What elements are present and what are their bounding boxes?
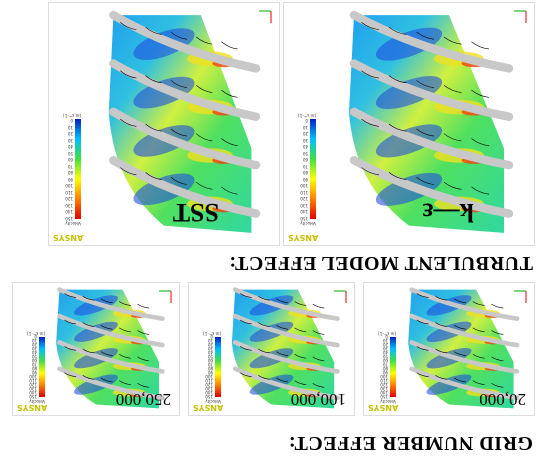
legend-tick: 70	[300, 164, 308, 168]
legend-tick: 130	[300, 203, 308, 207]
legend-tick: 90	[65, 177, 73, 181]
legend-tick: 0	[65, 118, 73, 122]
legend-tick: 10	[300, 125, 308, 129]
legend-tick: 100	[65, 183, 73, 187]
logo: ANSYS	[288, 233, 318, 242]
panel-label: 100,000	[291, 389, 346, 409]
section-title: TURBULENT MODEL EFFECT:	[229, 251, 533, 274]
legend-tick: 40	[300, 144, 308, 148]
panel-label: 250,000	[116, 389, 171, 409]
legend-tick: 150	[300, 216, 308, 220]
panel-label: k—ε	[422, 197, 474, 227]
legend-unit: [m s^-1]	[27, 331, 45, 335]
legend-bar	[390, 337, 396, 397]
legend-tick: 60	[65, 157, 73, 161]
legend-title: Velocity	[55, 221, 81, 225]
legend-tick: 20	[65, 131, 73, 135]
panel-label: 20,000	[479, 389, 526, 409]
legend-tick: 130	[65, 203, 73, 207]
legend-ticks: 1501401301201101009080706050403020100	[205, 336, 213, 398]
legend-tick: 110	[300, 190, 308, 194]
legend-unit: [m s^-1]	[203, 331, 221, 335]
streamline	[222, 42, 238, 49]
legend: Velocity15014013012011010090807060504030…	[290, 113, 316, 225]
legend-tick: 20	[300, 131, 308, 135]
legend-tick: 40	[65, 144, 73, 148]
logo: ANSYS	[193, 403, 223, 412]
legend-tick: 30	[300, 138, 308, 142]
legend-tick: 80	[65, 170, 73, 174]
legend-bar	[215, 337, 221, 397]
legend-tick: 10	[65, 125, 73, 129]
result-panel: k—εVelocity15014013012011010090807060504…	[283, 2, 535, 246]
legend-tick: 110	[65, 190, 73, 194]
contour-plot	[284, 3, 534, 245]
result-panel: 100,000 Velocity1501401301201101009080706…	[188, 282, 355, 416]
legend-unit: [m s^-1]	[298, 113, 316, 117]
legend-tick: 90	[300, 177, 308, 181]
legend-tick: 150	[65, 216, 73, 220]
streamline	[492, 304, 504, 308]
streamline	[313, 304, 325, 308]
legend-tick: 50	[65, 151, 73, 155]
logo: ANSYS	[17, 403, 47, 412]
legend: Velocity15014013012011010090807060504030…	[55, 113, 81, 225]
legend-tick: 50	[300, 151, 308, 155]
contour-plot	[49, 3, 279, 245]
legend-ticks: 1501401301201101009080706050403020100	[300, 118, 308, 220]
logo: ANSYS	[53, 233, 83, 242]
legend-tick: 140	[65, 209, 73, 213]
panel-label: SST	[173, 197, 219, 227]
legend-tick: 120	[65, 196, 73, 200]
legend-tick: 140	[300, 209, 308, 213]
streamline	[138, 304, 150, 308]
section-title: GRID NUMBER EFFECT:	[288, 431, 533, 454]
legend-tick: 0	[300, 118, 308, 122]
legend-bar	[310, 119, 316, 219]
legend-ticks: 1501401301201101009080706050403020100	[65, 118, 73, 220]
legend-tick: 120	[300, 196, 308, 200]
legend-ticks: 1501401301201101009080706050403020100	[380, 336, 388, 398]
legend-tick: 100	[300, 183, 308, 187]
legend-bar	[39, 337, 45, 397]
legend-tick: 30	[65, 138, 73, 142]
legend-bar	[75, 119, 81, 219]
figure: GRID NUMBER EFFECT: TURBULENT MODEL EFFE…	[0, 0, 539, 460]
logo: ANSYS	[368, 403, 398, 412]
legend-unit: [m s^-1]	[378, 331, 396, 335]
legend-tick: 80	[300, 170, 308, 174]
legend-tick: 60	[300, 157, 308, 161]
legend-title: Velocity	[290, 221, 316, 225]
legend-tick: 70	[65, 164, 73, 168]
legend-unit: [m s^-1]	[63, 113, 81, 117]
streamline	[472, 42, 490, 49]
